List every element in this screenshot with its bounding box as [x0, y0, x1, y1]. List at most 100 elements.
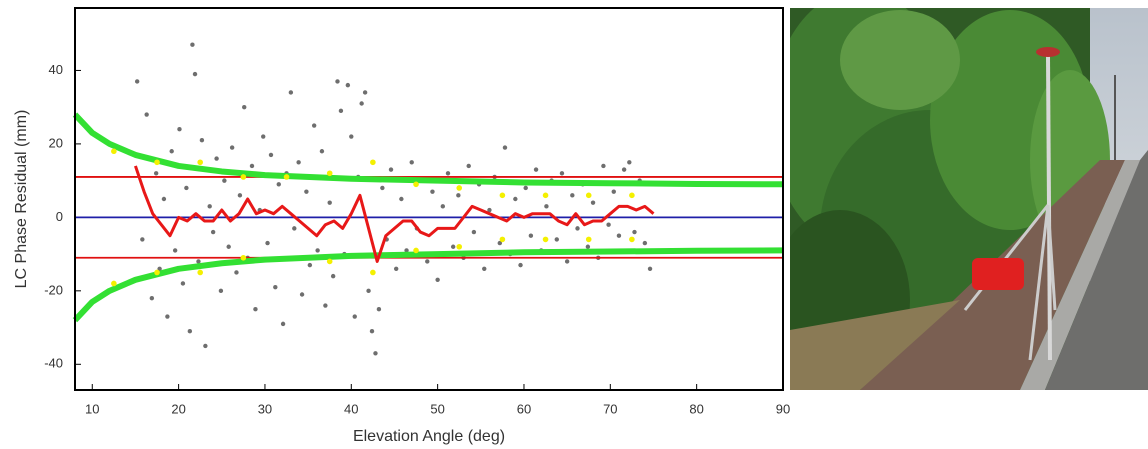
y-tick-label: 0 [56, 209, 63, 224]
data-point [611, 189, 616, 194]
data-point [466, 163, 471, 169]
data-point [456, 193, 461, 198]
data-point [214, 156, 219, 161]
x-tick-label: 90 [776, 401, 790, 416]
data-point [409, 160, 414, 165]
data-point [319, 149, 325, 154]
data-point [154, 159, 160, 166]
data-point [292, 226, 297, 231]
data-point [456, 185, 463, 191]
photo [790, 8, 1148, 390]
data-point [388, 167, 394, 172]
data-point [440, 204, 446, 209]
data-point [559, 171, 565, 176]
data-point [513, 196, 518, 202]
data-point [533, 167, 539, 172]
x-tick-label: 40 [344, 401, 358, 416]
data-point [169, 149, 174, 154]
data-point [335, 79, 340, 84]
data-point [199, 138, 205, 143]
data-line [134, 165, 655, 263]
x-tick-label: 20 [171, 401, 185, 416]
data-point [265, 240, 270, 246]
data-point [288, 90, 294, 95]
data-point [203, 343, 208, 349]
data-point [299, 292, 305, 297]
data-point [273, 284, 278, 290]
data-point [345, 82, 351, 88]
data-point [369, 329, 375, 334]
data-point [542, 192, 549, 199]
x-tick-label: 80 [689, 401, 703, 416]
data-point [544, 204, 549, 209]
data-point [144, 112, 149, 117]
data-point [445, 171, 451, 176]
data-point [177, 127, 182, 132]
data-point [323, 303, 328, 308]
data-point [570, 193, 575, 198]
data-point [528, 233, 534, 238]
data-point [497, 240, 502, 246]
data-point [197, 269, 203, 276]
data-point [585, 192, 592, 199]
data-point [430, 189, 435, 194]
data-point [585, 244, 591, 249]
data-point [564, 259, 570, 264]
data-point [616, 233, 622, 238]
data-point [606, 222, 611, 227]
data-point [499, 236, 506, 243]
data-point [621, 167, 627, 172]
data-point [240, 174, 247, 180]
y-axis-title: LC Phase Residual (mm) [13, 110, 30, 289]
x-tick-label: 50 [430, 401, 444, 416]
data-point [240, 254, 247, 261]
data-point [585, 236, 592, 243]
data-point [413, 181, 419, 188]
data-point [253, 306, 258, 312]
data-point [413, 247, 419, 254]
data-point [180, 281, 186, 286]
data-point [207, 204, 212, 209]
data-point [192, 71, 198, 77]
data-point [482, 266, 487, 271]
data-point [111, 148, 117, 155]
data-point [326, 170, 333, 177]
data-point [296, 160, 301, 165]
data-point [450, 244, 456, 249]
data-point [268, 152, 274, 158]
y-tick-label: -20 [44, 282, 63, 297]
data-point [632, 229, 637, 235]
data-point [218, 288, 224, 294]
data-point [373, 351, 378, 356]
data-point [307, 262, 313, 268]
data-point [283, 174, 290, 180]
data-point [518, 262, 523, 268]
data-point [111, 280, 117, 287]
data-point [471, 229, 477, 235]
data-point [370, 159, 376, 166]
data-point [276, 182, 281, 187]
data-point [523, 185, 528, 191]
data-point [376, 306, 382, 312]
data-point [627, 160, 632, 165]
data-point [234, 270, 239, 275]
data-point [435, 277, 440, 283]
data-point [304, 189, 309, 194]
data-point [359, 101, 364, 106]
data-point [187, 329, 193, 334]
data-point [456, 243, 463, 250]
data-point [315, 248, 320, 253]
data-point [184, 185, 189, 191]
data-point [362, 90, 368, 95]
data-point [154, 269, 160, 276]
data-point [370, 269, 376, 276]
data-point [165, 314, 170, 319]
x-tick-label: 70 [603, 401, 617, 416]
data-point [190, 42, 195, 47]
x-axis-title: Elevation Angle (deg) [353, 428, 505, 445]
data-point [249, 163, 255, 169]
y-tick-label: 20 [49, 135, 63, 150]
data-point [425, 259, 430, 264]
data-point [499, 192, 506, 199]
